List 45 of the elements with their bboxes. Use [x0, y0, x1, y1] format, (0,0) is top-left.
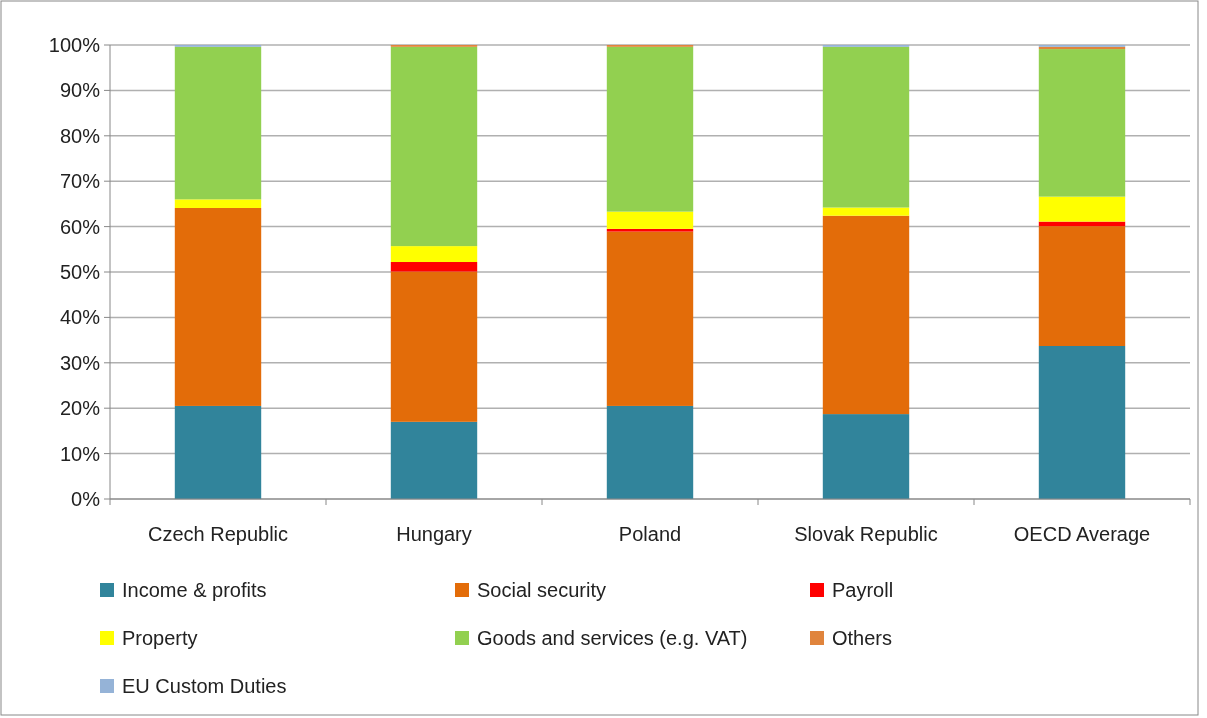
legend-label: Payroll: [832, 579, 894, 601]
legend-label: Property: [122, 627, 198, 649]
bar: [390, 271, 478, 422]
bar: [174, 207, 262, 406]
legend-label: EU Custom Duties: [122, 675, 287, 697]
legend-label: Income & profits: [122, 579, 267, 601]
y-tick-label: 30%: [59, 351, 101, 374]
y-tick-label: 90%: [59, 79, 101, 102]
bar: [390, 46, 478, 247]
bar: [822, 46, 910, 208]
y-tick-label: 70%: [59, 170, 101, 193]
bar: [1038, 49, 1126, 197]
bar: [822, 414, 910, 499]
y-tick-label: 60%: [59, 215, 101, 238]
bar: [606, 211, 694, 229]
bar: [606, 228, 694, 232]
bar: [606, 231, 694, 406]
y-tick-label: 10%: [59, 442, 101, 465]
x-tick-label: OECD Average: [1013, 523, 1151, 545]
legend-label: Goods and services (e.g. VAT): [477, 627, 748, 649]
x-tick-label: Slovak Republic: [794, 523, 938, 545]
y-tick-label: 100%: [48, 34, 101, 56]
bar: [822, 207, 910, 216]
bar: [1038, 346, 1126, 499]
legend-label: Others: [832, 627, 893, 649]
legend-label: Social security: [477, 579, 606, 601]
bar: [174, 46, 262, 200]
bar: [390, 246, 478, 263]
bar: [174, 199, 262, 208]
x-tick-label: Poland: [618, 523, 682, 545]
bar: [174, 405, 262, 499]
bar: [390, 262, 478, 272]
y-tick-label: 50%: [59, 261, 101, 283]
y-tick-label: 40%: [59, 306, 101, 329]
y-tick-label: 0%: [71, 488, 101, 510]
bar: [1038, 196, 1126, 222]
x-tick-label: Hungary: [396, 523, 472, 545]
bar: [606, 46, 694, 212]
y-tick-label: 80%: [59, 124, 101, 147]
bar: [390, 421, 478, 499]
y-tick-label: 20%: [59, 397, 101, 420]
bar: [1038, 226, 1126, 346]
bar: [822, 215, 910, 415]
bar: [606, 405, 694, 499]
x-tick-label: Czech Republic: [147, 523, 289, 545]
